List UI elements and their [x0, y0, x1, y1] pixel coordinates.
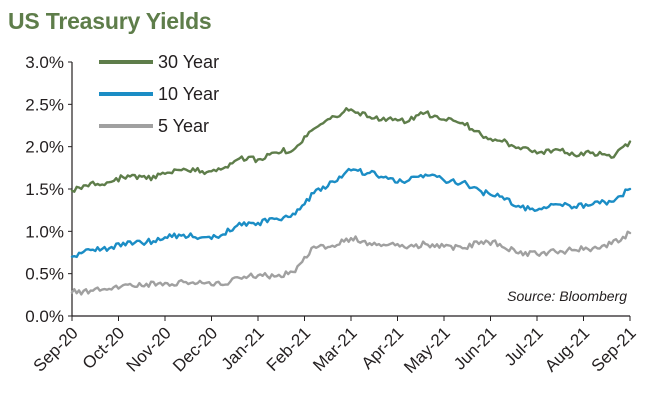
y-tick-label: 3.0%	[25, 53, 64, 72]
axes-layer: 0.0% 0.5% 1.0% 1.5% 2.0% 2.5% 3.0% Sep-20Oct-20…	[25, 53, 640, 377]
legend: 30 Year 10 Year 5 Year	[99, 52, 219, 136]
legend-label-5-year: 5 Year	[158, 116, 209, 136]
source-label: Source: Bloomberg	[507, 288, 627, 304]
x-tick-label: May-21	[400, 323, 454, 377]
series-layer	[70, 107, 632, 296]
x-tick-label: Feb-21	[263, 323, 315, 375]
x-tick-label: Aug-21	[541, 323, 593, 375]
x-tick-label: Sep-20	[30, 323, 82, 375]
y-tick-label: 0.0%	[25, 307, 64, 326]
legend-label-10-year: 10 Year	[158, 84, 219, 104]
y-tick-label: 1.5%	[25, 180, 64, 199]
x-tick-label: Apr-21	[358, 323, 408, 373]
series-line-10-year	[70, 167, 632, 259]
x-tick-label: Jul-21	[501, 323, 547, 369]
series-line-5-year	[70, 230, 632, 296]
x-tick-label: Oct-20	[79, 323, 129, 373]
y-tick-label: 1.0%	[25, 222, 64, 241]
x-tick-label: Jun-21	[450, 323, 500, 373]
x-tick-label: Sep-21	[588, 323, 640, 375]
x-tick-label: Nov-20	[123, 323, 175, 375]
x-tick-label: Mar-21	[309, 323, 361, 375]
series-line-30-year	[70, 107, 632, 193]
x-tick-label: Dec-20	[169, 323, 221, 375]
x-tick-label: Jan-21	[218, 323, 268, 373]
y-tick-label: 2.0%	[25, 138, 64, 157]
y-tick-label: 0.5%	[25, 265, 64, 284]
y-tick-label: 2.5%	[25, 95, 64, 114]
legend-label-30-year: 30 Year	[158, 52, 219, 72]
chart-title: US Treasury Yields	[8, 8, 212, 34]
